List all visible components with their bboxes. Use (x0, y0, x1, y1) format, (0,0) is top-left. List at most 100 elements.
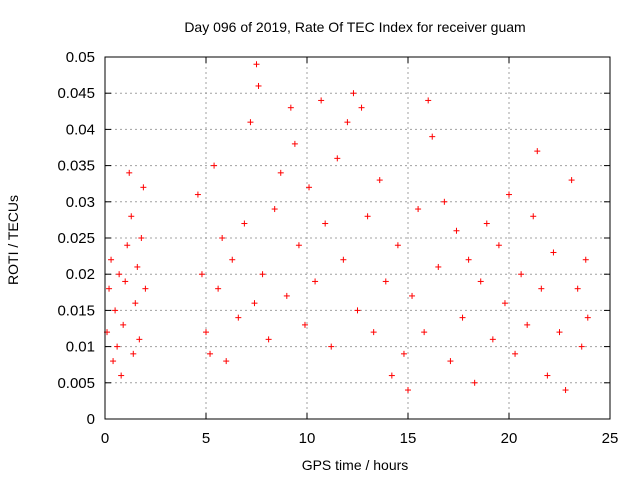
x-axis-title: GPS time / hours (302, 457, 409, 473)
x-tick-label: 0 (101, 430, 109, 447)
data-point (495, 242, 502, 249)
plot-frame (104, 56, 611, 420)
data-point (215, 285, 222, 292)
data-point (334, 155, 341, 162)
data-point (584, 314, 591, 321)
y-tick-label: 0.035 (57, 158, 95, 175)
data-point (512, 350, 519, 357)
data-point (106, 285, 113, 292)
data-point (128, 213, 135, 220)
y-tick-label: 0.02 (66, 266, 95, 283)
data-point (421, 329, 428, 336)
data-point (435, 263, 442, 270)
data-point (370, 329, 377, 336)
data-point (582, 256, 589, 263)
data-point (108, 256, 115, 263)
data-point (110, 358, 117, 365)
x-tick-label: 20 (501, 430, 518, 447)
data-point (223, 358, 230, 365)
data-point (501, 300, 508, 307)
data-points (104, 61, 591, 394)
y-tick-label: 0 (87, 411, 95, 428)
data-point (350, 90, 357, 97)
data-point (465, 256, 472, 263)
y-tick-label: 0.015 (57, 302, 95, 319)
data-point (477, 278, 484, 285)
data-point (328, 343, 335, 350)
data-point (459, 314, 466, 321)
data-point (142, 285, 149, 292)
data-point (255, 82, 262, 89)
data-point (194, 191, 201, 198)
data-point (136, 336, 143, 343)
data-point (207, 350, 214, 357)
data-point (265, 336, 272, 343)
x-tick-label: 10 (299, 430, 316, 447)
data-point (138, 235, 145, 241)
data-point (122, 278, 129, 285)
data-point (447, 358, 454, 365)
y-tick-label: 0.045 (57, 85, 95, 102)
data-point (116, 271, 123, 278)
data-point (429, 133, 436, 140)
data-point (198, 271, 205, 278)
data-point (425, 97, 432, 104)
data-point (114, 343, 121, 350)
data-point (530, 213, 537, 220)
data-point (354, 307, 361, 314)
data-point (259, 271, 266, 278)
data-point (489, 336, 496, 343)
data-point (140, 184, 147, 191)
data-point (409, 292, 416, 299)
y-tick-label: 0.005 (57, 375, 95, 392)
data-point (405, 387, 411, 394)
y-tick-label: 0.05 (66, 49, 95, 66)
data-point (247, 119, 254, 126)
data-point (453, 227, 460, 234)
data-point (562, 387, 569, 394)
data-point (538, 285, 545, 292)
y-tick-label: 0.03 (66, 194, 95, 211)
data-point (471, 379, 478, 386)
data-point (277, 169, 284, 176)
data-point (120, 321, 127, 328)
data-point (112, 307, 119, 314)
data-point (518, 271, 525, 278)
data-point (301, 321, 308, 328)
data-point (441, 198, 448, 205)
data-point (578, 343, 585, 350)
data-point (130, 350, 137, 357)
y-tick-label: 0.01 (66, 339, 95, 356)
x-tick-label: 15 (400, 430, 417, 447)
data-point (344, 119, 351, 126)
data-point (291, 140, 298, 147)
data-point (483, 220, 490, 227)
data-point (126, 169, 133, 176)
data-point (506, 191, 512, 198)
data-point (229, 256, 236, 263)
tick-labels: 0 5 10 15 20 25 0 0.005 0.01 0.015 0.02 0.025 0.03 0.… (57, 49, 618, 447)
data-point (312, 278, 319, 285)
data-point (283, 292, 290, 299)
data-point (400, 350, 407, 357)
data-point (556, 329, 563, 336)
data-point (295, 242, 302, 249)
data-point (251, 300, 258, 307)
data-point (287, 104, 294, 111)
data-point (382, 278, 389, 285)
data-point (235, 314, 242, 321)
data-point (376, 177, 383, 184)
data-point (211, 162, 218, 169)
data-point (574, 285, 581, 292)
data-point (544, 372, 551, 379)
y-axis-title: ROTI / TECUs (5, 195, 21, 285)
data-point (134, 263, 141, 270)
data-point (203, 329, 209, 336)
data-point (358, 104, 365, 111)
data-point (322, 220, 329, 227)
data-point (534, 148, 541, 155)
data-point (124, 242, 131, 249)
data-point (241, 220, 248, 227)
